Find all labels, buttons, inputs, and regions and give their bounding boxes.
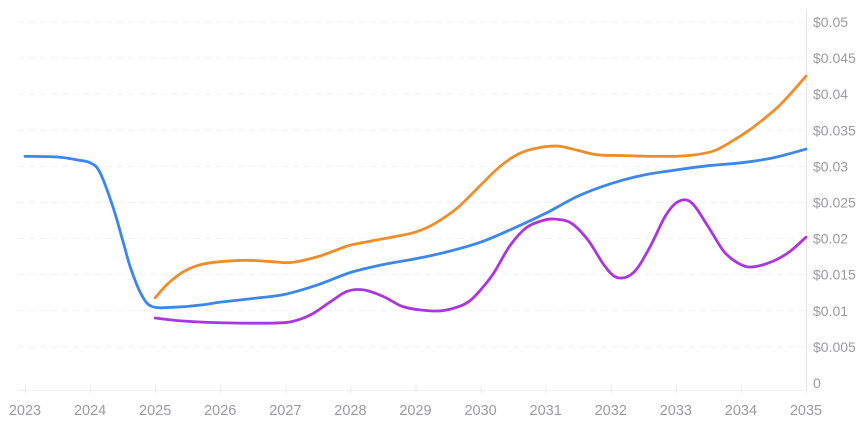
x-axis-label-1: 2024 (74, 403, 106, 419)
x-axis-label-3: 2026 (204, 403, 236, 419)
x-axis-label-4: 2027 (269, 403, 301, 419)
y-axis-label-3: $0.035 (813, 122, 856, 138)
y-axis-label-0: $0.05 (813, 14, 848, 30)
x-axis-label-6: 2029 (399, 403, 431, 419)
y-axis-label-7: $0.015 (813, 267, 856, 283)
y-axis-label-6: $0.02 (813, 231, 848, 247)
x-axis-label-9: 2032 (595, 403, 627, 419)
x-axis-label-11: 2034 (725, 403, 757, 419)
x-axis-label-0: 2023 (9, 403, 41, 419)
series-blue-line[interactable] (23, 147, 808, 310)
y-axis-label-10: 0 (813, 375, 821, 391)
y-axis-label-8: $0.01 (813, 303, 848, 319)
x-axis-label-5: 2028 (334, 403, 366, 419)
x-axis-label-12: 2035 (790, 403, 822, 419)
x-axis-label-10: 2033 (660, 403, 692, 419)
x-axis-label-2: 2025 (139, 403, 171, 419)
series-orange-line[interactable] (153, 74, 808, 300)
x-axis-label-8: 2031 (530, 403, 562, 419)
y-axis-label-5: $0.025 (813, 195, 856, 211)
y-axis-label-4: $0.03 (813, 158, 848, 174)
x-axis-label-7: 2030 (464, 403, 496, 419)
y-axis-label-9: $0.005 (813, 339, 856, 355)
y-axis-label-1: $0.045 (813, 50, 856, 66)
y-axis-label-2: $0.04 (813, 86, 848, 102)
series-purple-line[interactable] (153, 198, 808, 325)
